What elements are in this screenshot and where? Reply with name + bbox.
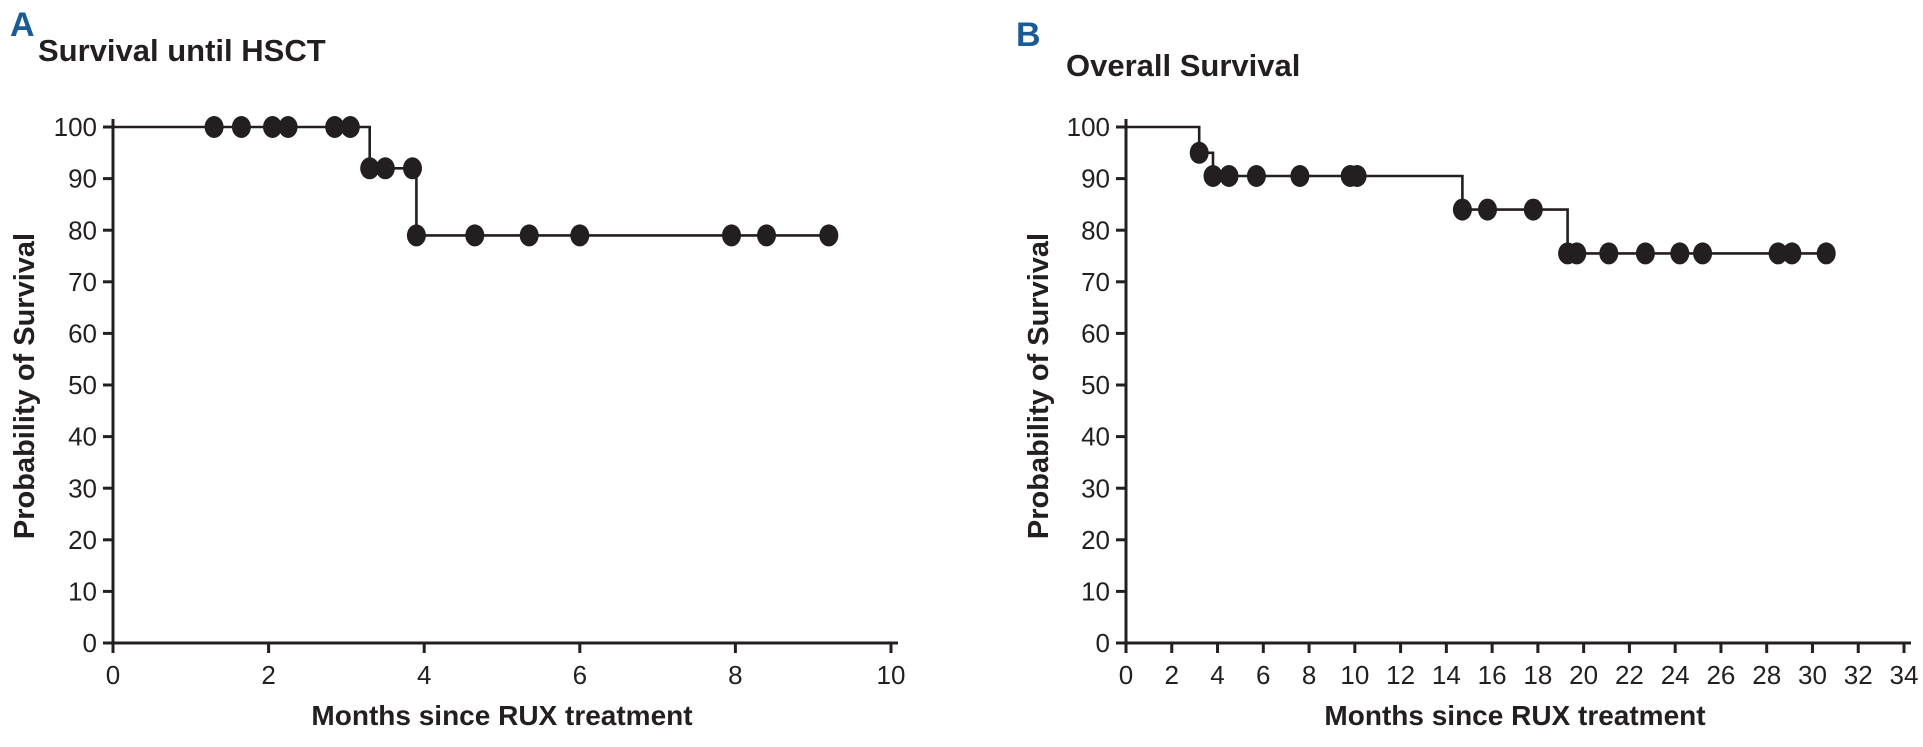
- censor-marker: [340, 116, 360, 138]
- censor-marker: [570, 224, 590, 247]
- x-tick-label: 6: [1256, 660, 1270, 690]
- x-tick-label: 6: [573, 660, 587, 690]
- x-tick-label: 2: [261, 660, 275, 690]
- x-tick-label: 34: [1890, 660, 1919, 690]
- censor-marker: [278, 116, 298, 138]
- x-tick-label: 4: [1210, 660, 1224, 690]
- censor-marker: [1523, 198, 1543, 221]
- censor-marker: [819, 224, 839, 247]
- censor-marker: [1768, 242, 1788, 265]
- y-tick-label: 100: [54, 112, 97, 142]
- x-tick-label: 10: [877, 660, 906, 690]
- censor-marker: [1347, 165, 1367, 187]
- y-tick-label: 0: [1096, 628, 1110, 658]
- censor-marker: [757, 224, 776, 247]
- censor-marker: [1246, 165, 1266, 187]
- censor-marker: [1219, 165, 1239, 187]
- censor-marker: [375, 157, 395, 180]
- censor-marker: [403, 157, 422, 180]
- panel-a-x-axis-label: Months since RUX treatment: [311, 700, 693, 731]
- x-tick-label: 8: [1302, 660, 1316, 690]
- censor-marker: [722, 224, 741, 247]
- y-tick-label: 40: [1081, 422, 1110, 452]
- censor-marker: [1567, 242, 1587, 265]
- censor-marker: [406, 224, 426, 247]
- y-tick-label: 20: [1081, 525, 1110, 555]
- survival-curve: [1126, 125, 1836, 255]
- censor-marker: [263, 116, 282, 138]
- x-tick-label: 24: [1661, 660, 1690, 690]
- y-tick-label: 20: [68, 525, 97, 555]
- panel-a-title: Survival until HSCT: [38, 33, 326, 68]
- x-tick-label: 18: [1523, 660, 1552, 690]
- y-tick-label: 30: [68, 473, 97, 503]
- panel-b-x-axis-label: Months since RUX treatment: [1324, 700, 1706, 731]
- y-tick-label: 10: [1081, 577, 1110, 607]
- censor-marker: [1290, 165, 1310, 187]
- censor-marker: [1693, 242, 1713, 265]
- x-tick-label: 32: [1844, 660, 1873, 690]
- x-tick-label: 22: [1615, 660, 1644, 690]
- x-tick-label: 2: [1165, 660, 1179, 690]
- censor-marker: [519, 224, 539, 247]
- y-tick-label: 90: [68, 164, 97, 194]
- y-tick-label: 50: [1081, 370, 1110, 400]
- censor-marker: [1670, 242, 1690, 265]
- y-tick-label: 90: [1081, 164, 1110, 194]
- x-tick-label: 10: [1340, 660, 1369, 690]
- y-tick-label: 10: [68, 577, 97, 607]
- y-tick-label: 70: [1081, 267, 1110, 297]
- censor-marker: [325, 116, 345, 138]
- censor-marker: [204, 116, 224, 138]
- x-tick-label: 14: [1432, 660, 1461, 690]
- y-tick-label: 40: [68, 422, 97, 452]
- censor-marker: [1203, 165, 1223, 187]
- y-tick-label: 100: [1067, 112, 1110, 142]
- y-tick-label: 60: [68, 319, 97, 349]
- censor-marker: [1452, 198, 1472, 221]
- x-tick-label: 0: [1119, 660, 1133, 690]
- x-tick-label: 20: [1569, 660, 1598, 690]
- y-tick-label: 80: [68, 215, 97, 245]
- x-tick-label: 8: [728, 660, 742, 690]
- censor-marker: [231, 116, 251, 138]
- x-tick-label: 0: [106, 660, 120, 690]
- x-tick-label: 4: [417, 660, 431, 690]
- censor-marker: [1816, 242, 1836, 265]
- x-tick-label: 12: [1386, 660, 1415, 690]
- censor-marker: [465, 224, 485, 247]
- y-tick-label: 60: [1081, 319, 1110, 349]
- panel-b-title: Overall Survival: [1066, 48, 1301, 83]
- x-tick-label: 26: [1706, 660, 1735, 690]
- y-tick-label: 0: [83, 628, 97, 658]
- x-tick-label: 30: [1798, 660, 1827, 690]
- y-tick-label: 30: [1081, 473, 1110, 503]
- panel-b-letter: B: [1016, 16, 1042, 54]
- censor-marker: [1599, 242, 1619, 265]
- panel-a-letter: A: [10, 6, 36, 44]
- censor-marker: [1782, 242, 1802, 265]
- y-tick-label: 50: [68, 370, 97, 400]
- x-tick-label: 16: [1478, 660, 1507, 690]
- censor-marker: [1189, 141, 1209, 164]
- y-tick-label: 80: [1081, 215, 1110, 245]
- censor-marker: [360, 157, 380, 180]
- x-tick-label: 28: [1752, 660, 1781, 690]
- censor-marker: [1478, 198, 1497, 221]
- censor-marker: [1635, 242, 1655, 265]
- y-tick-label: 70: [68, 267, 97, 297]
